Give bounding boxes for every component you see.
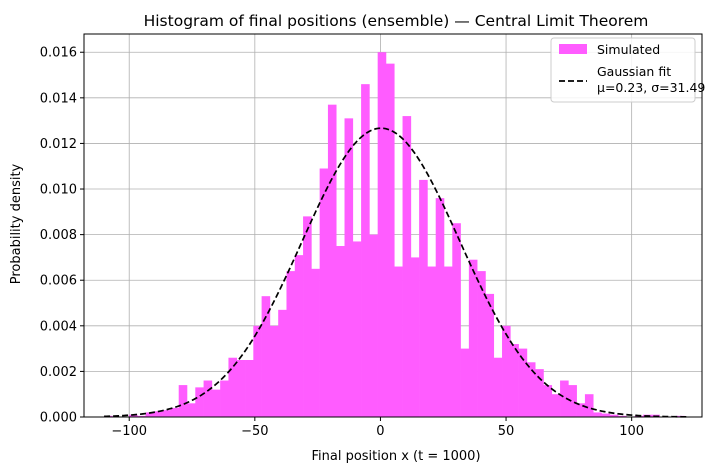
histogram-bar-58 xyxy=(584,394,594,417)
x-tick-label-0: −100 xyxy=(111,424,147,439)
histogram-bar-9 xyxy=(178,385,188,417)
histogram-bar-35 xyxy=(394,266,403,417)
histogram-bar-43 xyxy=(460,348,470,417)
histogram-bar-62 xyxy=(618,415,627,417)
histogram-bar-36 xyxy=(402,116,412,418)
histogram-bar-53 xyxy=(543,385,553,417)
histogram-bar-32 xyxy=(369,234,378,417)
chart-title: Histogram of final positions (ensemble) … xyxy=(144,12,649,30)
y-tick-label-4: 0.008 xyxy=(40,228,77,243)
histogram-bar-44 xyxy=(468,259,478,417)
histogram-bar-25 xyxy=(311,268,320,417)
y-tick-label-0: 0.000 xyxy=(40,411,77,426)
y-tick-label-1: 0.002 xyxy=(40,365,77,380)
legend-fit-label: Gaussian fit xyxy=(597,64,671,79)
x-tick-label-2: 0 xyxy=(376,424,384,439)
histogram-bar-4 xyxy=(137,415,146,417)
histogram-bar-39 xyxy=(427,266,437,417)
histogram-bar-40 xyxy=(435,198,445,417)
histogram-bar-51 xyxy=(526,362,536,417)
histogram-bar-52 xyxy=(535,369,544,417)
histogram-bar-57 xyxy=(576,403,586,417)
histogram-bar-15 xyxy=(228,357,238,417)
y-tick-label-7: 0.014 xyxy=(40,91,77,106)
histogram-bar-11 xyxy=(195,387,204,417)
histogram-bar-61 xyxy=(609,414,619,417)
histogram-bar-18 xyxy=(253,325,262,417)
legend-simulated-swatch xyxy=(559,44,587,54)
histogram-bar-6 xyxy=(153,411,163,417)
histogram-bar-30 xyxy=(352,241,362,417)
histogram-bar-46 xyxy=(485,293,495,417)
histogram-bar-7 xyxy=(162,410,171,417)
histogram-bar-37 xyxy=(410,257,420,417)
histogram-bar-8 xyxy=(170,407,180,417)
histogram-bar-48 xyxy=(502,325,511,417)
histogram-bar-56 xyxy=(568,385,577,417)
histogram-bar-5 xyxy=(145,412,155,417)
histogram-bar-31 xyxy=(361,84,370,418)
histogram-bar-16 xyxy=(236,360,246,417)
histogram-bar-50 xyxy=(518,348,528,417)
histogram-bar-21 xyxy=(278,309,287,417)
histogram-bar-23 xyxy=(294,255,304,417)
histogram-bar-20 xyxy=(269,325,279,417)
histogram-bar-59 xyxy=(593,412,602,417)
y-axis-ticks: 0.000 0.002 0.004 0.006 0.008 0.010 0.012 0.014… xyxy=(40,46,84,426)
legend-simulated-label: Simulated xyxy=(597,42,660,57)
histogram-bar-12 xyxy=(203,380,213,417)
histogram-bar-55 xyxy=(560,380,569,417)
histogram-bar-27 xyxy=(327,104,337,418)
gaussian-fit-line xyxy=(104,127,687,418)
histogram-bar-28 xyxy=(336,246,345,417)
histogram-bar-24 xyxy=(303,216,312,417)
histogram-bar-14 xyxy=(220,380,229,417)
histogram-bar-38 xyxy=(419,179,428,417)
plot-frame xyxy=(83,33,703,418)
y-axis-label: Probability density xyxy=(9,163,24,284)
histogram-bar-45 xyxy=(477,271,486,417)
histogram-bar-22 xyxy=(286,271,296,417)
histogram-bar-41 xyxy=(443,266,453,417)
histogram-bar-26 xyxy=(319,168,329,417)
y-tick-label-3: 0.006 xyxy=(40,274,77,289)
x-tick-label-4: 100 xyxy=(619,424,644,439)
x-tick-label-3: 50 xyxy=(498,424,515,439)
histogram-bar-19 xyxy=(261,296,271,417)
histogram-bar-29 xyxy=(344,118,354,417)
x-axis-ticks: −100 −50 0 50 100 xyxy=(111,417,644,439)
histogram-bar-54 xyxy=(551,394,561,417)
histogram-bar-17 xyxy=(245,360,254,417)
histogram-bar-60 xyxy=(601,413,611,417)
histogram-bar-3 xyxy=(128,414,138,417)
y-tick-label-5: 0.010 xyxy=(40,183,77,198)
histogram-bar-10 xyxy=(187,403,196,417)
histogram-bar-13 xyxy=(211,389,221,417)
histogram-bar-33 xyxy=(377,52,387,417)
x-tick-label-1: −50 xyxy=(241,424,268,439)
histogram-bars xyxy=(104,52,685,418)
histogram-bar-47 xyxy=(493,357,503,417)
histogram-bar-34 xyxy=(385,63,395,418)
legend: Simulated Gaussian fit μ=0.23, σ=31.49 xyxy=(550,37,705,103)
legend-fit-params: μ=0.23, σ=31.49 xyxy=(597,80,705,95)
histogram-bar-49 xyxy=(510,344,519,417)
y-tick-label-8: 0.016 xyxy=(40,46,77,61)
x-axis-label: Final position x (t = 1000) xyxy=(311,449,480,464)
y-tick-label-2: 0.004 xyxy=(40,319,77,334)
y-tick-label-6: 0.012 xyxy=(40,137,77,152)
histogram-bar-42 xyxy=(452,223,461,417)
